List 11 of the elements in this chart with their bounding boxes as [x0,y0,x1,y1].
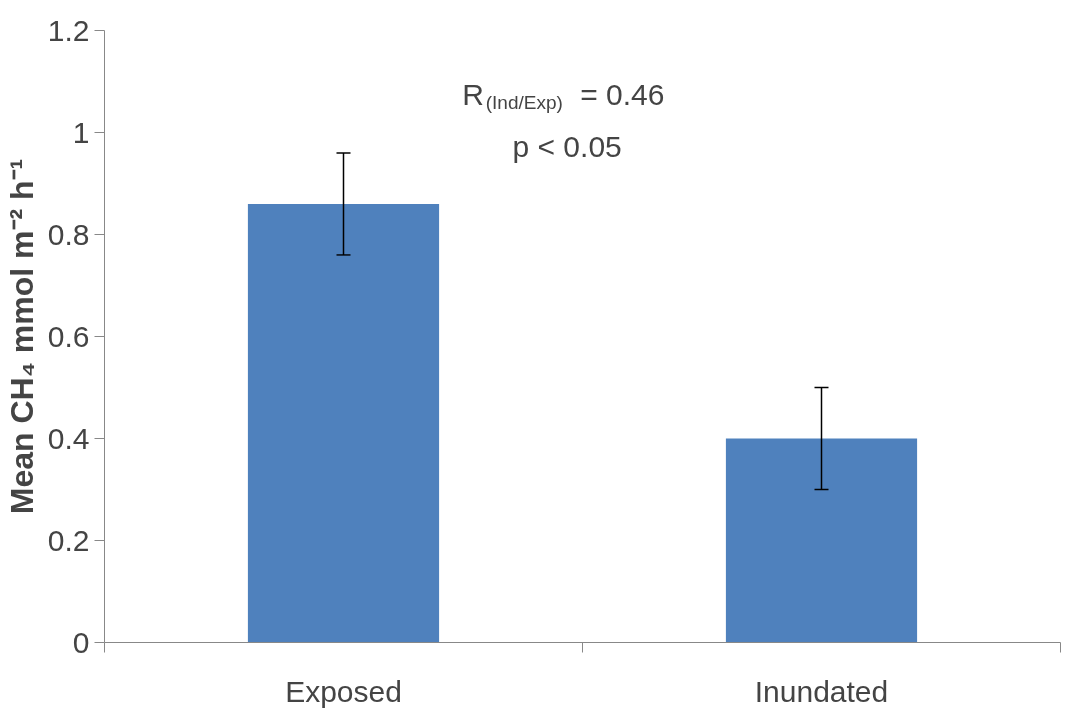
y-tick-label: 0.6 [47,319,90,353]
y-tick-label: 0.2 [47,523,90,557]
y-tick-label: 1.2 [47,13,90,47]
x-tick-label: Exposed [285,674,402,708]
x-tick-label: Inundated [754,674,889,708]
annotation: p < 0.05 [512,130,622,164]
y-tick-label: 1 [72,115,90,149]
y-tick-label: 0.4 [47,421,90,455]
y-tick-label: 0 [72,625,90,659]
y-tick-label: 0.8 [47,217,90,251]
y-axis-title: Mean CH₄ mmol m⁻² h⁻¹ [3,158,40,515]
